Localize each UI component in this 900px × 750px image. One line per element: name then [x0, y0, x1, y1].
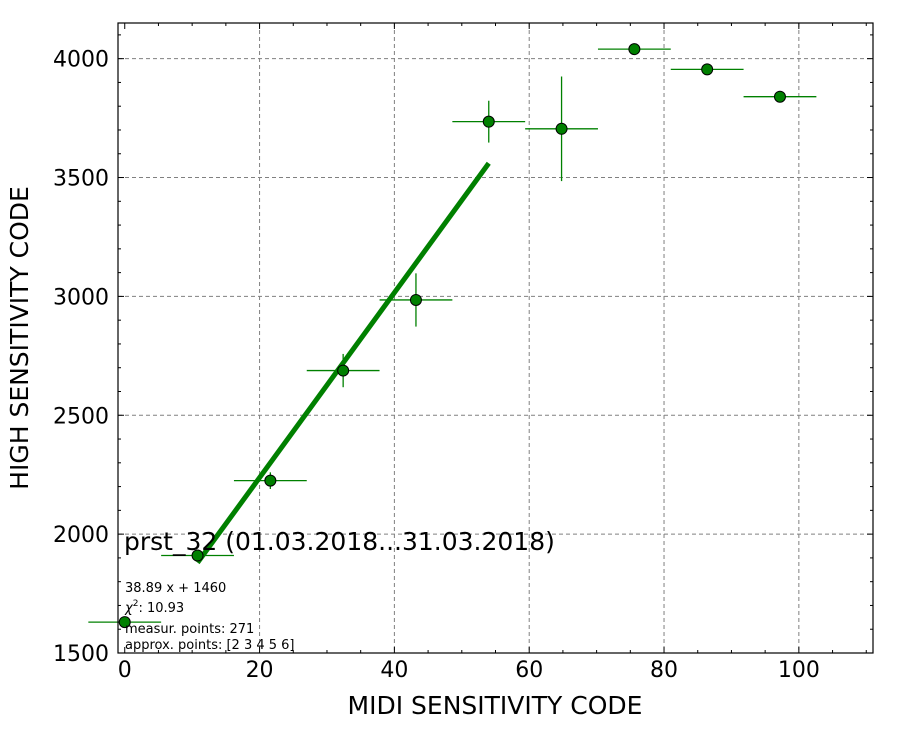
- fit-layer: [195, 161, 491, 565]
- chi2-value: : 10.93: [138, 601, 184, 616]
- chi2-label: χ2: 10.93: [124, 599, 184, 616]
- y-axis-label: HIGH SENSITIVITY CODE: [5, 186, 34, 490]
- y-tick-label: 1500: [53, 642, 109, 667]
- x-axis-label: MIDI SENSITIVITY CODE: [348, 691, 643, 720]
- y-tick-label: 4000: [53, 48, 109, 73]
- data-point: [628, 43, 641, 56]
- data-point: [409, 293, 422, 306]
- data-point: [773, 90, 786, 103]
- approx-points-label: approx. points: [2 3 4 5 6]: [125, 638, 295, 653]
- x-tick-label: 100: [778, 658, 820, 683]
- data-point: [701, 63, 714, 76]
- chi2-superscript: 2: [133, 599, 139, 609]
- chi2-symbol: χ: [124, 601, 134, 616]
- major-tick-layer: [118, 23, 873, 654]
- y-tick-label: 2500: [53, 404, 109, 429]
- y-tick-label: 2000: [53, 523, 109, 548]
- point-layer: [118, 43, 786, 629]
- x-tick-labels: 0 20 40 60 80 100: [118, 658, 820, 683]
- data-point: [191, 549, 204, 562]
- data-point: [555, 122, 568, 135]
- data-point: [337, 364, 350, 377]
- y-tick-labels: 1500 2000 2500 3000 3500 4000: [53, 48, 109, 667]
- x-tick-label: 0: [118, 658, 132, 683]
- chart-annotation-title: prst_32 (01.03.2018...31.03.2018): [124, 527, 555, 556]
- fit-line: [195, 161, 491, 565]
- data-point: [118, 616, 131, 629]
- y-tick-label: 3500: [53, 167, 109, 192]
- minor-tick-layer: [118, 23, 873, 653]
- plot-frame: [117, 22, 874, 654]
- y-tick-label: 3000: [53, 285, 109, 310]
- measur-points-label: measur. points: 271: [125, 622, 254, 637]
- data-point: [264, 474, 277, 487]
- x-tick-label: 80: [650, 658, 678, 683]
- x-tick-label: 60: [515, 658, 543, 683]
- x-tick-label: 20: [246, 658, 274, 683]
- grid-layer: [118, 23, 873, 653]
- x-tick-label: 40: [380, 658, 408, 683]
- data-point: [482, 115, 495, 128]
- fit-equation: 38.89 x + 1460: [125, 581, 226, 596]
